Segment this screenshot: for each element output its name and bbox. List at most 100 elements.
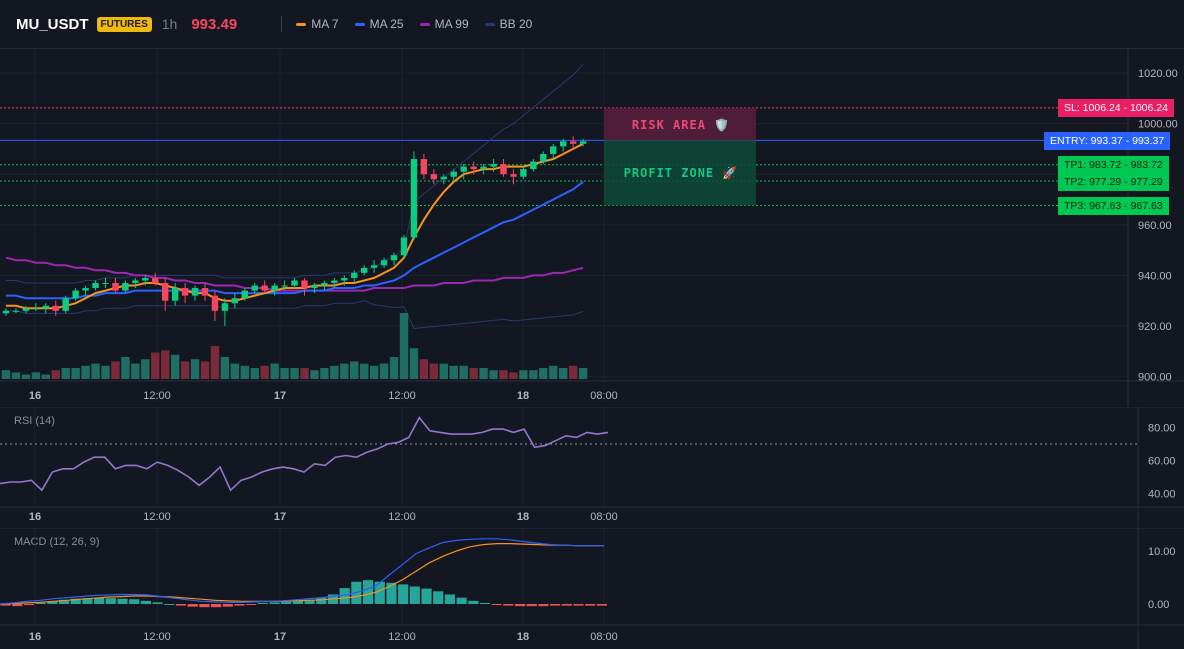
macd-histogram-bar xyxy=(304,599,315,604)
volume-bar xyxy=(290,368,299,379)
macd-histogram-bar xyxy=(70,598,81,604)
risk-area-label: RISK AREA 🛡️ xyxy=(631,118,731,132)
candle-body xyxy=(12,310,20,312)
tp1-value: 983.72 xyxy=(1130,159,1163,171)
legend-bb20[interactable]: BB 20 xyxy=(484,17,532,31)
volume-bar xyxy=(519,370,528,379)
macd-histogram-bar xyxy=(339,588,350,604)
macd-tick-label: 10.00 xyxy=(1148,546,1176,558)
volume-bar xyxy=(320,368,329,379)
interval-selector[interactable]: 1h xyxy=(161,16,178,32)
candle-body xyxy=(560,141,567,147)
volume-bar xyxy=(250,368,259,379)
volume-bar xyxy=(210,346,220,379)
volume-bar xyxy=(360,363,369,379)
price-grid xyxy=(0,49,1184,406)
volume-bar xyxy=(529,370,538,379)
entry-label: ENTRY: 993.37 xyxy=(1050,135,1123,147)
tp1-label: TP1: 983.72 xyxy=(1064,159,1122,171)
legend-ma25[interactable]: MA 25 xyxy=(354,17,404,31)
rsi-time-label: 16 xyxy=(29,511,41,523)
macd-histogram-bar xyxy=(187,604,198,607)
chart-header: MU_USDT FUTURES 1h 993.49 MA 7 MA 25 MA … xyxy=(0,0,1184,49)
macd-histogram-bar xyxy=(491,604,502,605)
macd-histogram-bar xyxy=(47,601,58,604)
volume-bar xyxy=(141,359,150,379)
macd-histogram-bar xyxy=(94,597,105,604)
candle-body xyxy=(520,169,527,177)
price-tick-label: 940.00 xyxy=(1138,270,1172,282)
candle-body xyxy=(191,288,199,296)
volume-bar xyxy=(300,368,309,379)
tp2-label: TP2: 977.29 xyxy=(1064,176,1122,188)
volume-bar xyxy=(21,374,31,379)
macd-histogram-bar xyxy=(199,604,210,608)
candle-body xyxy=(171,288,179,301)
macd-time-label: 08:00 xyxy=(590,631,618,643)
volume-bar xyxy=(61,368,70,379)
candle-body xyxy=(42,305,49,309)
price-chart-pane[interactable]: 1020.00 1000.00 960.00 940.00 920.00 900.00 1… xyxy=(0,49,1184,406)
macd-histogram-bar xyxy=(292,600,303,604)
macd-histogram-bar xyxy=(164,604,175,605)
risk-area-box xyxy=(604,107,756,141)
volume-bar xyxy=(578,368,588,379)
volume-bar xyxy=(190,359,200,379)
macd-histogram-bar xyxy=(573,604,584,606)
macd-histogram-bar xyxy=(433,591,444,604)
macd-pane[interactable]: 10.00 0.00 16 12:00 17 12:00 18 08:00 xyxy=(0,528,1184,649)
macd-time-label: 12:00 xyxy=(388,631,416,643)
volume-bar xyxy=(91,363,100,379)
macd-histogram-bar xyxy=(596,604,607,606)
candle-body xyxy=(201,288,209,296)
rsi-tick-label: 60.00 xyxy=(1148,456,1176,468)
volume-bar xyxy=(81,365,90,379)
macd-time-label: 17 xyxy=(274,631,286,643)
volume-bar xyxy=(111,361,120,379)
candle-body xyxy=(550,146,557,154)
macd-histogram-bar xyxy=(386,582,397,604)
volume-bar xyxy=(170,354,180,379)
volume-bar xyxy=(151,352,160,379)
ma25-line xyxy=(6,181,584,300)
macd-time-label: 12:00 xyxy=(143,631,171,643)
macd-histogram-bar xyxy=(374,581,385,604)
volume-bar xyxy=(449,365,458,379)
rsi-time-label: 18 xyxy=(517,511,529,523)
volume-bar xyxy=(459,365,468,379)
time-tick-label: 08:00 xyxy=(590,390,618,402)
macd-histogram-bar xyxy=(281,601,292,604)
tp3-level-tag: TP3: 967.63 - 967.63 xyxy=(1058,197,1169,215)
volume-bar xyxy=(369,365,379,379)
price-axis[interactable]: 1020.00 1000.00 960.00 940.00 920.00 900.00 xyxy=(1138,68,1178,384)
macd-histogram-bar xyxy=(421,588,432,604)
sl-level-tag: SL: 1006.24 - 1006.24 xyxy=(1058,99,1174,117)
macd-tick-label: 0.00 xyxy=(1148,599,1169,611)
macd-histogram-bar xyxy=(468,600,479,604)
candle-body xyxy=(341,277,348,281)
macd-histogram-bar xyxy=(398,584,409,604)
indicator-legend: MA 7 MA 25 MA 99 BB 20 xyxy=(296,17,548,31)
candle-body xyxy=(351,272,358,278)
symbol-name[interactable]: MU_USDT xyxy=(16,15,89,33)
rsi-tick-label: 40.00 xyxy=(1148,489,1176,501)
volume-bar xyxy=(180,361,190,379)
macd-histogram-bar xyxy=(152,602,163,604)
macd-histogram-bar xyxy=(35,602,46,604)
ma99-swatch xyxy=(419,22,430,26)
tp3-label: TP3: 967.63 xyxy=(1064,200,1122,212)
candle-body xyxy=(500,164,507,175)
macd-histogram-bar xyxy=(316,597,327,604)
volume-bar xyxy=(71,368,80,379)
legend-ma7[interactable]: MA 7 xyxy=(296,17,339,31)
rsi-pane[interactable]: 80.00 60.00 40.00 16 12:00 17 12:00 18 08:00 xyxy=(0,407,1184,527)
rsi-time-label: 12:00 xyxy=(143,511,171,523)
candle-body xyxy=(510,174,517,177)
macd-histogram-bar xyxy=(550,604,561,606)
price-tick-label: 1000.00 xyxy=(1138,119,1178,131)
candle-body xyxy=(112,282,119,291)
legend-ma99[interactable]: MA 99 xyxy=(419,17,469,31)
macd-histogram-bar xyxy=(538,604,549,607)
volume-bar xyxy=(1,370,11,379)
macd-histogram-bar xyxy=(526,604,537,607)
